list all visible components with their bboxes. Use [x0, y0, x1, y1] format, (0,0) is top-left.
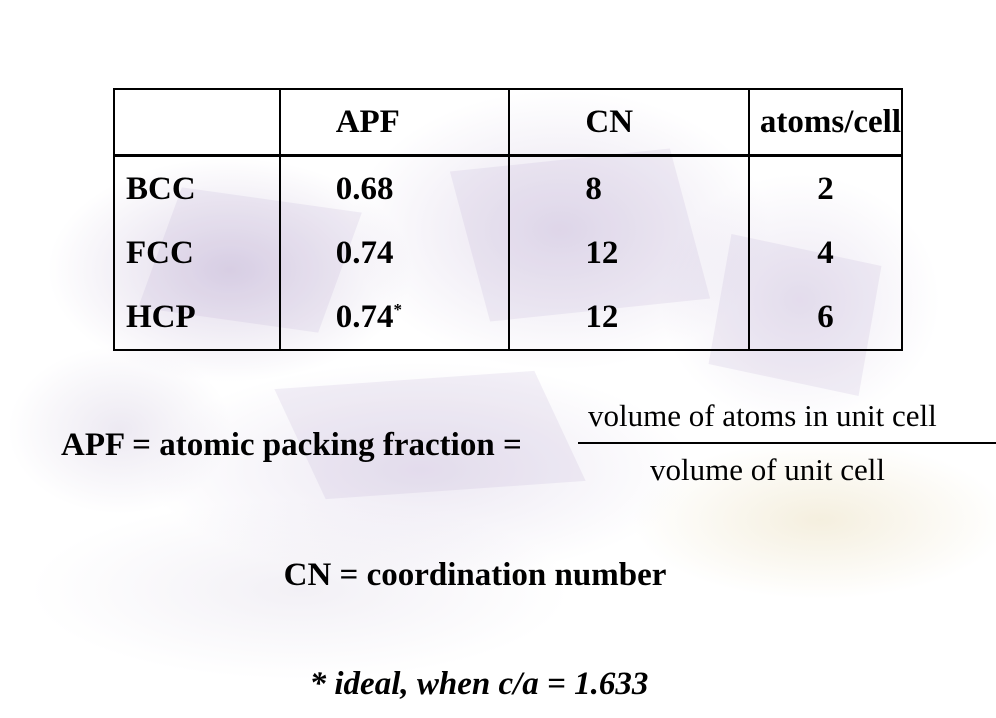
apf-value: 0.68	[335, 170, 394, 207]
atoms-cell: 2	[817, 170, 834, 207]
structure-cell: BCC	[114, 155, 281, 221]
atoms-cell: 4	[817, 234, 834, 271]
ideal-footnote: * ideal, when c/a = 1.633	[309, 666, 649, 702]
apf-cell: 0.68	[279, 155, 511, 221]
table-row: FCC 0.74 12 4	[114, 221, 902, 285]
fraction-numerator: volume of atoms in unit cell	[588, 398, 937, 433]
apf-cell: 0.74	[279, 221, 511, 285]
apf-cell: 0.74*	[279, 285, 511, 350]
fraction-bar	[578, 442, 996, 444]
apf-value: 0.74	[335, 298, 394, 335]
header-cn: CN	[509, 89, 750, 157]
apf-value: 0.74	[335, 234, 394, 271]
table-header-row: APF CN atoms/cell	[114, 89, 902, 157]
table-row: HCP 0.74* 12 6	[114, 285, 902, 350]
fraction-denominator: volume of unit cell	[650, 452, 886, 487]
header-atoms-per-cell: atoms/cell	[748, 89, 902, 157]
structure-cell: HCP	[114, 285, 281, 350]
cn-cell: 12	[509, 221, 750, 285]
apf-definition-label: APF = atomic packing fraction =	[61, 427, 522, 463]
cn-cell: 8	[509, 155, 750, 221]
apf-note: *	[393, 299, 402, 319]
crystal-structure-table: APF CN atoms/cell BCC 0.68 8 2 FCC 0.74 …	[113, 88, 903, 351]
table-row: BCC 0.68 8 2	[114, 155, 902, 221]
atoms-cell: 6	[817, 298, 834, 335]
structure-cell: FCC	[114, 221, 281, 285]
header-apf: APF	[279, 89, 511, 157]
apf-fraction: volume of atoms in unit cell volume of u…	[578, 398, 996, 488]
header-structure	[114, 89, 281, 157]
cn-cell: 12	[509, 285, 750, 350]
cn-definition: CN = coordination number	[283, 557, 667, 593]
